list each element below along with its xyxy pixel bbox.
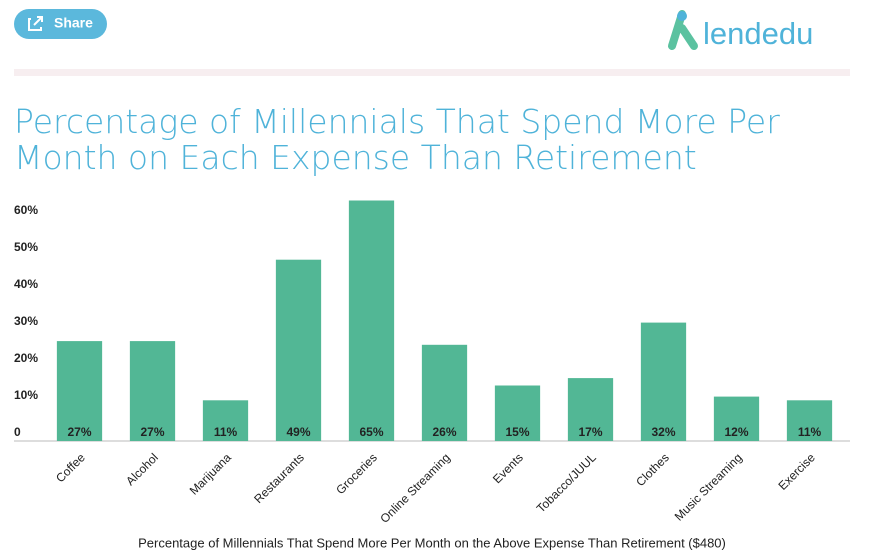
y-tick-label: 20% (14, 351, 38, 365)
x-tick-label: Restaurants (251, 450, 307, 506)
y-tick-label: 50% (14, 240, 38, 254)
share-button[interactable]: Share (14, 9, 107, 39)
share-label: Share (54, 15, 93, 31)
value-label: 27% (140, 425, 164, 439)
value-label: 17% (578, 425, 602, 439)
bar (421, 344, 468, 441)
x-tick-label: Music Streaming (672, 450, 745, 523)
bar (567, 378, 614, 441)
chart-title: Percentage of Millennials That Spend Mor… (14, 102, 780, 177)
value-label: 11% (214, 425, 238, 439)
logo: lendedu (668, 10, 813, 51)
logo-dot (677, 11, 687, 21)
y-tick-label: 0 (14, 425, 21, 439)
x-axis-title: Percentage of Millennials That Spend Mor… (138, 535, 726, 550)
value-label: 11% (798, 425, 822, 439)
share-icon (28, 16, 43, 31)
bar (786, 400, 833, 441)
y-tick-label: 30% (14, 314, 38, 328)
x-tick-label: Alcohol (123, 450, 161, 488)
value-label: 65% (359, 425, 383, 439)
bar (348, 200, 395, 441)
y-tick-label: 60% (14, 203, 38, 217)
value-label: 15% (505, 425, 529, 439)
value-label: 27% (67, 425, 91, 439)
x-tick-label: Online Streaming (377, 450, 452, 525)
y-tick-label: 40% (14, 277, 38, 291)
x-tick-label: Exercise (775, 450, 818, 493)
y-tick-label: 10% (14, 388, 38, 402)
bar (713, 396, 760, 441)
bar (129, 341, 176, 441)
value-label: 12% (724, 425, 748, 439)
value-label: 49% (286, 425, 310, 439)
bar (56, 341, 103, 441)
value-label: 26% (432, 425, 456, 439)
value-label: 32% (651, 425, 675, 439)
x-tick-label: Clothes (633, 450, 672, 489)
bar (640, 322, 687, 441)
x-tick-label: Tobacco/JUUL (534, 450, 599, 515)
x-tick-label: Events (490, 450, 526, 486)
logo-text: lendedu (703, 16, 813, 51)
x-tick-label: Coffee (53, 450, 88, 485)
x-tick-label: Groceries (333, 450, 380, 497)
bar (494, 385, 541, 441)
bar (275, 259, 322, 441)
x-tick-label: Marijuana (187, 450, 234, 497)
bar (202, 400, 249, 441)
divider (14, 69, 850, 76)
